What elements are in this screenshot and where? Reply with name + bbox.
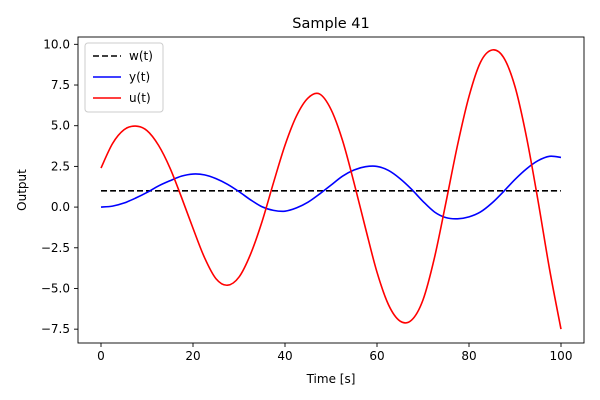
series-line-yt	[100, 155, 562, 220]
x-tick-label: 60	[369, 349, 384, 363]
y-tick-label: −5.0	[41, 281, 70, 295]
plot-area	[100, 49, 562, 330]
y-axis-label: Output	[15, 169, 29, 211]
legend-box	[84, 42, 164, 113]
x-tick-label: 100	[550, 349, 573, 363]
legend-label: y(t)	[129, 70, 150, 84]
y-tick-label: −2.5	[41, 241, 70, 255]
x-tick-label: 0	[97, 349, 105, 363]
y-tick-label: 5.0	[51, 119, 70, 133]
y-tick-label: −7.5	[41, 322, 70, 336]
legend-label: w(t)	[129, 49, 153, 63]
series-line-ut	[100, 49, 562, 330]
axes-frame	[77, 36, 585, 344]
x-tick-label: 20	[185, 349, 200, 363]
legend-label: u(t)	[129, 91, 151, 105]
x-tick-label: 40	[277, 349, 292, 363]
y-tick-label: 10.0	[43, 37, 70, 51]
y-tick-label: 2.5	[51, 159, 70, 173]
y-tick-label: 0.0	[51, 200, 70, 214]
x-axis-label: Time [s]	[306, 372, 356, 386]
axes: 0 20 40 60 80 100 −7.5 −5.0 −2.5 0.0 2.5 5.0 7.5 10.0	[41, 36, 585, 363]
y-tick-label: 7.5	[51, 78, 70, 92]
legend: w(t) y(t) u(t)	[84, 42, 164, 113]
chart-title: Sample 41	[292, 16, 369, 32]
x-tick-label: 80	[461, 349, 476, 363]
